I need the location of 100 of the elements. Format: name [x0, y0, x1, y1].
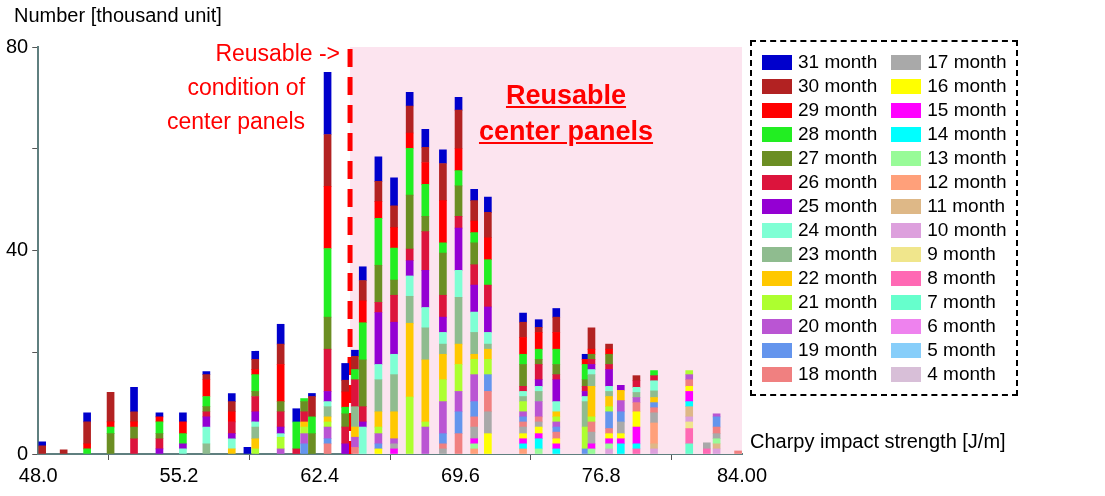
- bar: [552, 316, 561, 333]
- legend-label: 26 month: [798, 170, 878, 194]
- x-tick-label: 76.8: [581, 463, 621, 486]
- legend-label: 10 month: [927, 218, 1007, 242]
- bar: [519, 337, 527, 355]
- legend-label: 22 month: [798, 266, 878, 290]
- bar: [390, 443, 398, 450]
- bar: [300, 401, 308, 413]
- bar: [552, 443, 561, 450]
- bar: [605, 343, 613, 350]
- legend-label: 5 month: [927, 338, 996, 362]
- bar: [351, 426, 359, 438]
- bar: [308, 396, 316, 418]
- bar: [685, 443, 694, 454]
- bar: [605, 428, 613, 434]
- bar: [519, 401, 527, 413]
- bar: [439, 252, 447, 296]
- bar: [534, 319, 543, 328]
- bar: [616, 421, 625, 434]
- bar: [421, 359, 430, 423]
- legend-label: 17 month: [927, 50, 1007, 74]
- bar: [439, 353, 447, 381]
- bar: [351, 349, 359, 357]
- bar: [534, 391, 543, 402]
- bar: [439, 242, 447, 254]
- bar: [470, 359, 479, 375]
- bar: [227, 421, 236, 434]
- bar: [519, 421, 527, 428]
- bar: [374, 218, 383, 266]
- ref-line-label: Reusable -> condition of center panels: [166, 40, 341, 134]
- bar: [650, 380, 658, 392]
- bar: [251, 411, 260, 423]
- bar: [712, 413, 721, 418]
- bar: [552, 438, 561, 445]
- bar: [552, 411, 561, 418]
- bar: [534, 386, 543, 392]
- bar: [351, 406, 359, 428]
- bar: [227, 448, 236, 454]
- bar: [251, 391, 260, 397]
- legend-label: 31 month: [798, 50, 878, 74]
- bar: [470, 374, 479, 402]
- bar: [685, 391, 694, 402]
- bar: [519, 386, 527, 392]
- bar: [83, 412, 91, 423]
- bar: [351, 369, 359, 381]
- legend-label: 6 month: [927, 314, 996, 338]
- bar: [605, 369, 613, 387]
- bar: [251, 374, 260, 392]
- bar: [130, 411, 138, 423]
- legend-label: 9 month: [927, 242, 996, 266]
- bar: [300, 421, 308, 428]
- bar: [470, 448, 479, 454]
- bar: [484, 306, 492, 333]
- bar: [130, 438, 138, 454]
- bar: [390, 177, 398, 207]
- bar: [552, 374, 561, 381]
- bar: [155, 438, 164, 450]
- x-tick-label: 84.00: [716, 463, 768, 486]
- bar: [405, 260, 414, 277]
- bar: [534, 348, 543, 360]
- bar: [251, 448, 260, 454]
- bar: [552, 401, 561, 413]
- bar: [552, 308, 561, 318]
- bar: [405, 396, 414, 454]
- bar: [251, 426, 260, 440]
- bar: [484, 259, 492, 286]
- bar: [405, 91, 414, 107]
- bar: [179, 412, 187, 423]
- bar: [470, 353, 479, 360]
- bar: [439, 149, 447, 164]
- bar: [358, 426, 367, 454]
- bar: [605, 443, 613, 450]
- bar: [552, 448, 561, 454]
- bar: [454, 433, 463, 454]
- bar: [358, 300, 367, 324]
- bar: [421, 146, 430, 163]
- bar: [519, 396, 527, 402]
- bar: [308, 416, 316, 434]
- bar: [202, 411, 211, 418]
- bar: [202, 443, 211, 454]
- bar: [712, 443, 721, 450]
- bar: [292, 408, 301, 423]
- legend-label: 21 month: [798, 290, 878, 314]
- bar: [552, 379, 561, 402]
- bar: [685, 416, 694, 423]
- bar: [605, 448, 613, 454]
- bar: [650, 443, 658, 450]
- bar: [484, 374, 492, 392]
- bar: [734, 450, 742, 454]
- bar: [552, 416, 561, 423]
- bar: [358, 359, 367, 408]
- bar: [358, 280, 367, 302]
- bar: [179, 443, 187, 450]
- bar: [155, 412, 164, 418]
- bar: [519, 438, 527, 445]
- bar: [351, 379, 359, 408]
- bar: [83, 443, 91, 450]
- bar: [358, 322, 367, 361]
- bar: [616, 411, 625, 423]
- legend-label: 16 month: [927, 74, 1007, 98]
